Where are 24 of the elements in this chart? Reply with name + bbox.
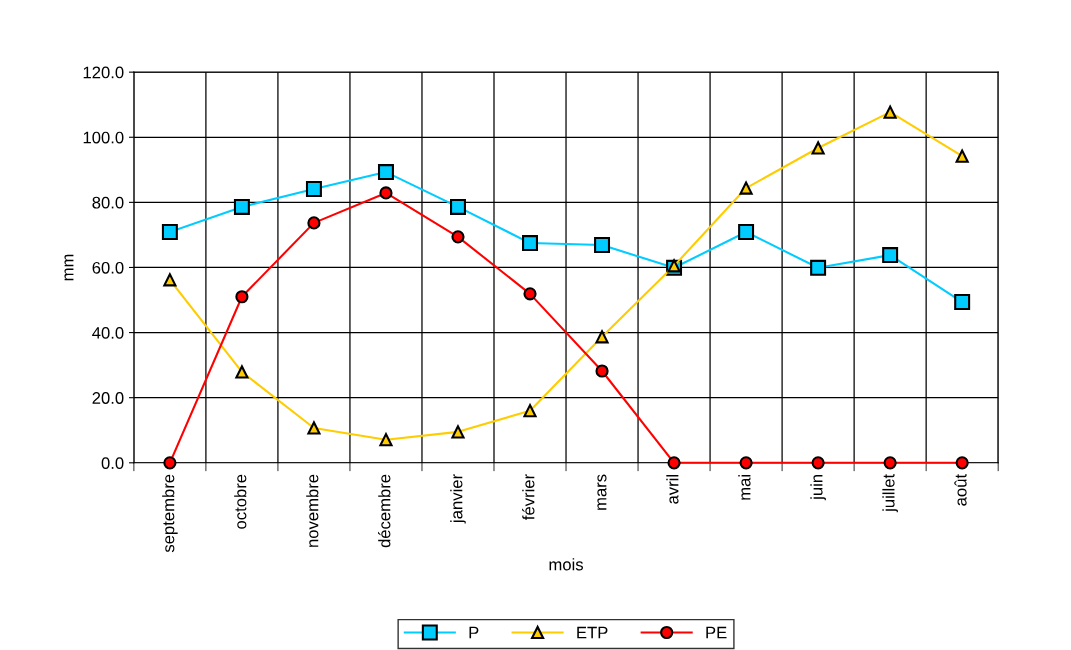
legend-label: P <box>469 626 479 639</box>
x-tick-label: janvier <box>450 474 466 524</box>
y-tick-label: 40.0 <box>92 326 124 339</box>
x-tick-label: septembre <box>162 474 178 553</box>
x-tick-label: février <box>522 474 535 520</box>
y-tick-label: 60.0 <box>92 261 124 274</box>
x-tick-label: mars <box>597 474 607 510</box>
x-tick-label: décembre <box>378 474 391 548</box>
legend-label: PE <box>706 626 727 639</box>
y-tick-label: 80.0 <box>92 196 124 209</box>
y-axis-title: mm <box>64 254 74 281</box>
x-tick-label: août <box>954 474 967 506</box>
y-tick-label: 120.0 <box>83 66 124 79</box>
y-tick-label: 20.0 <box>92 392 124 404</box>
x-tick-label: octobre <box>234 474 247 529</box>
x-tick-label: mai <box>738 475 751 500</box>
x-tick-label: avril <box>666 475 679 504</box>
x-axis-title: mois <box>549 558 584 571</box>
x-tick-label: novembre <box>306 474 319 547</box>
x-tick-label: juin <box>810 474 826 501</box>
x-tick-label: juillet <box>882 474 898 513</box>
legend-label: ETP <box>577 626 608 639</box>
y-tick-label: 100.0 <box>83 131 124 144</box>
y-tick-label: 0.0 <box>101 457 124 469</box>
